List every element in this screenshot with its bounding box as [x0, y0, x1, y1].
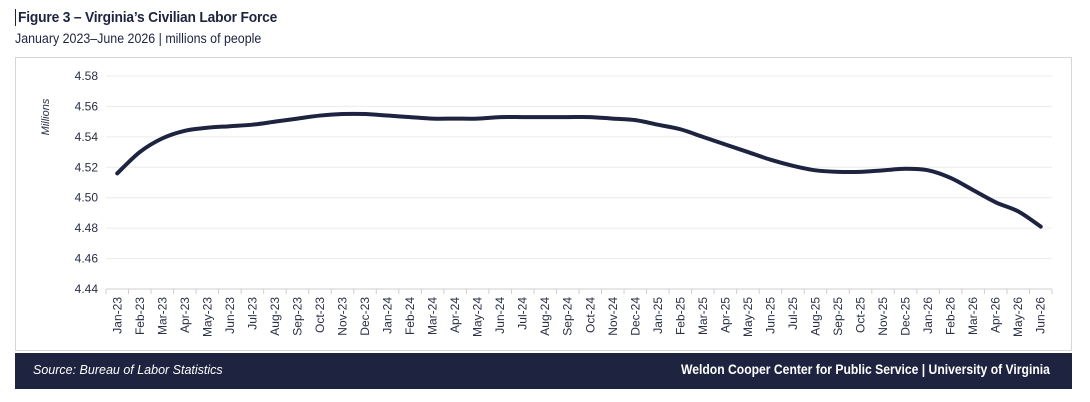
x-tick-label: Feb-23 — [133, 297, 147, 335]
x-tick-label: Feb-24 — [403, 297, 417, 335]
x-tick-label: Aug-25 — [809, 297, 823, 336]
x-tick-label: May-25 — [741, 297, 755, 337]
y-tick-label: 4.56 — [75, 99, 99, 113]
x-tick-label: Nov-25 — [876, 297, 890, 336]
x-tick-label: Jun-26 — [1034, 297, 1048, 334]
x-tick-label: Dec-23 — [358, 297, 372, 336]
organization-credit: Weldon Cooper Center for Public Service … — [681, 362, 1050, 377]
x-tick-label: Dec-24 — [628, 297, 642, 336]
x-tick-label: Aug-24 — [538, 297, 552, 336]
source-note: Source: Bureau of Labor Statistics — [33, 363, 223, 377]
x-tick-label: Apr-25 — [718, 297, 732, 333]
x-tick-label: Sep-24 — [561, 297, 575, 336]
x-tick-label: Jun-24 — [493, 297, 507, 334]
y-tick-label: 4.48 — [75, 221, 99, 235]
chart-area: 4.44 4.46 4.48 4.50 4.52 4.54 4.56 4.58 Millions… — [15, 57, 1072, 351]
x-tick-label: Mar-25 — [696, 297, 710, 335]
y-tick-label: 4.54 — [75, 130, 99, 144]
x-tick-label: Jun-25 — [763, 297, 777, 334]
labor-force-line-chart: 4.44 4.46 4.48 4.50 4.52 4.54 4.56 4.58 Millions… — [40, 69, 1053, 337]
x-tick-label: Aug-23 — [268, 297, 282, 336]
y-tick-label: 4.58 — [75, 69, 99, 83]
text-cursor — [15, 9, 16, 26]
x-tick-label: Apr-26 — [989, 297, 1003, 333]
x-tick-label: May-24 — [471, 297, 485, 337]
x-tick-label: Oct-23 — [313, 297, 327, 333]
x-tick-label: Mar-23 — [155, 297, 169, 335]
footer-bar: Source: Bureau of Labor Statistics Weldo… — [15, 353, 1072, 389]
chart-title: Figure 3 – Virginia’s Civilian Labor For… — [18, 9, 278, 26]
x-tick-label: Oct-24 — [583, 297, 597, 333]
x-tick-label: Apr-24 — [448, 297, 462, 333]
x-tick-label: Nov-24 — [606, 297, 620, 336]
x-tick-label: Jul-23 — [245, 297, 259, 330]
x-tick-label: Mar-26 — [966, 297, 980, 335]
x-tick-label: Sep-25 — [831, 297, 845, 336]
x-tick-label: Jan-24 — [381, 297, 395, 334]
x-tick-label: Mar-24 — [426, 297, 440, 335]
y-tick-label: 4.46 — [75, 252, 99, 266]
x-tick-label: Apr-23 — [178, 297, 192, 333]
x-tick-label: Nov-23 — [336, 297, 350, 336]
labor-force-series-line — [115, 111, 1043, 229]
x-tick-label: Jun-23 — [223, 297, 237, 334]
x-tick-label: Oct-25 — [854, 297, 868, 333]
x-tick-label: Jul-24 — [516, 297, 530, 330]
x-tick-label: Jan-23 — [110, 297, 124, 334]
y-tick-label: 4.52 — [75, 160, 99, 174]
x-tick-label: Jan-25 — [651, 297, 665, 334]
x-tick-label: May-26 — [1011, 297, 1025, 337]
chart-subtitle: January 2023–June 2026 | millions of peo… — [15, 31, 262, 46]
x-tick-label: Jan-26 — [921, 297, 935, 334]
x-tick-label: Jul-25 — [786, 297, 800, 330]
x-tick-label: Sep-23 — [290, 297, 304, 336]
y-axis-title: Millions — [40, 98, 52, 135]
y-tick-label: 4.50 — [75, 191, 99, 205]
x-tick-label: Feb-26 — [944, 297, 958, 335]
x-tick-label: Dec-25 — [899, 297, 913, 336]
y-tick-label: 4.44 — [75, 282, 99, 296]
x-tick-label: May-23 — [200, 297, 214, 337]
x-tick-label: Feb-25 — [673, 297, 687, 335]
